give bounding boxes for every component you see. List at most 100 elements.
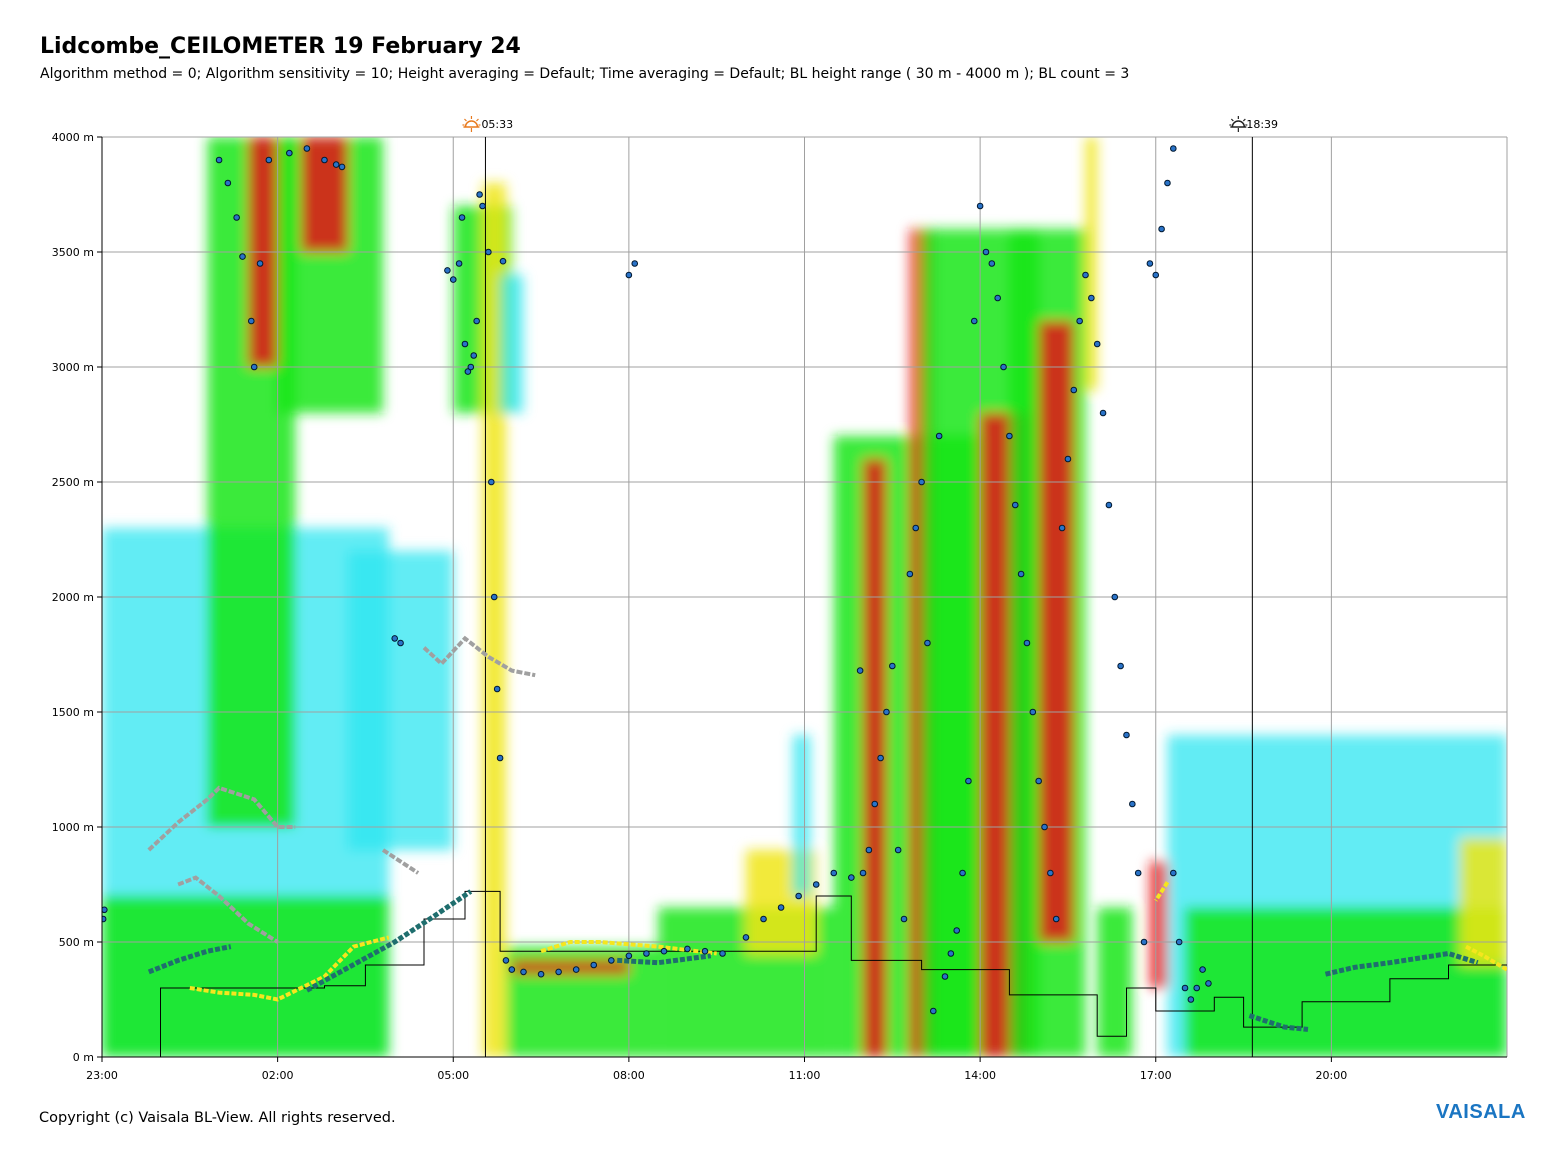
bl-point [1181, 984, 1189, 992]
bl-point [859, 869, 867, 877]
bl-point [265, 156, 273, 164]
bl-point [224, 179, 232, 187]
y-tick-label: 2500 m [52, 476, 94, 489]
bl-point [1052, 915, 1060, 923]
bl-point [988, 260, 996, 267]
sunset-icon [1229, 116, 1248, 132]
bl-point [684, 945, 691, 953]
x-tick-label: 14:00 [964, 1069, 996, 1082]
sun-markers: 05:33 18:39 [462, 116, 1278, 132]
bl-point [490, 593, 498, 601]
bl-point [233, 214, 240, 221]
bl-yellow-trace [540, 940, 717, 956]
bl-point [643, 950, 650, 957]
y-tick-label: 0 m [73, 1051, 94, 1064]
y-tick-label: 4000 m [52, 131, 94, 144]
bl-teal-trace [147, 944, 232, 975]
x-tick-label: 02:00 [262, 1069, 294, 1082]
bl-point [976, 202, 984, 210]
bl-point [444, 267, 451, 274]
bl-point [1175, 938, 1183, 946]
bl-point [795, 892, 802, 900]
y-tick-label: 3000 m [52, 361, 94, 374]
x-tick-label: 08:00 [613, 1069, 645, 1082]
bl-point [508, 966, 516, 973]
backscatter-region [1149, 861, 1168, 988]
bl-point [1088, 294, 1095, 302]
chart-subtitle: Algorithm method = 0; Algorithm sensitiv… [40, 66, 1130, 82]
bl-point [982, 248, 990, 256]
bl-point [1170, 145, 1177, 152]
bl-point [520, 968, 527, 976]
bl-point [590, 961, 598, 969]
bl-point [959, 869, 966, 877]
backscatter-region [1038, 321, 1074, 942]
y-tick-label: 2000 m [52, 591, 94, 604]
bl-point [461, 340, 469, 348]
bl-point [496, 754, 504, 762]
sunset-icon-arc [1231, 120, 1246, 128]
bl-point [871, 800, 879, 808]
bl-point [1134, 869, 1142, 877]
bl-yellow-trace [189, 935, 390, 1002]
sunrise-icon-ray [476, 118, 479, 122]
bl-point [912, 524, 920, 532]
axes: 0 m 500 m 1000 m 1500 m 2000 m 2500 m 3000 m 35… [52, 131, 1507, 1082]
bl-point [1193, 984, 1201, 992]
bl-yellow-trace [1465, 944, 1507, 972]
bl-point [455, 260, 463, 267]
x-tick-label: 11:00 [789, 1069, 821, 1082]
sunrise-icon-arc [464, 120, 479, 128]
bl-point [947, 950, 955, 957]
bl-point [458, 214, 466, 221]
bl-point [935, 432, 943, 440]
bl-point [1029, 708, 1037, 716]
y-tick-label: 1500 m [52, 706, 94, 719]
bl-point [889, 662, 896, 670]
bl-point [555, 968, 562, 976]
bl-point [830, 869, 838, 877]
bl-yellow-trace [1154, 881, 1170, 902]
sunrise-icon-ray [464, 118, 467, 122]
bl-gray-trace [422, 635, 536, 678]
sunrise-icon [462, 116, 481, 132]
bl-point [1164, 179, 1171, 187]
bl-point [953, 927, 961, 934]
bl-point [924, 639, 931, 647]
bl-point [479, 202, 486, 210]
bl-point [1070, 386, 1078, 394]
bl-point [1129, 800, 1136, 808]
bl-point [1199, 966, 1206, 973]
bl-point [1058, 524, 1066, 532]
bl-point [848, 874, 855, 881]
y-tick-label: 500 m [59, 936, 94, 949]
bl-point [1093, 340, 1101, 348]
bl-point [906, 570, 914, 578]
backscatter-region [500, 275, 524, 413]
bl-point [1105, 501, 1113, 509]
bl-point [476, 191, 483, 198]
sunrise-label: 05:33 [481, 118, 513, 131]
bl-gray-trace [147, 785, 296, 852]
copyright-text: Copyright (c) Vaisala BL-View. All right… [39, 1110, 396, 1126]
bl-point [391, 635, 399, 642]
bl-point [1023, 639, 1031, 647]
bl-point [900, 915, 908, 923]
bl-point [1006, 432, 1013, 440]
bl-point [777, 904, 785, 911]
bl-point [719, 950, 726, 957]
bl-point [1082, 271, 1089, 279]
x-tick-label: 20:00 [1316, 1069, 1348, 1082]
bl-point [1152, 271, 1160, 279]
bl-point [1076, 317, 1083, 325]
bl-point [608, 957, 615, 964]
backscatter-region [1185, 907, 1507, 1057]
bl-teal-trace [1324, 950, 1479, 977]
sunset-icon-ray [1242, 118, 1246, 122]
bl-point [1017, 570, 1025, 578]
backscatter-region [1097, 907, 1133, 1057]
y-tick-label: 1000 m [52, 821, 94, 834]
bl-point [965, 777, 972, 785]
bl-point [865, 846, 873, 854]
